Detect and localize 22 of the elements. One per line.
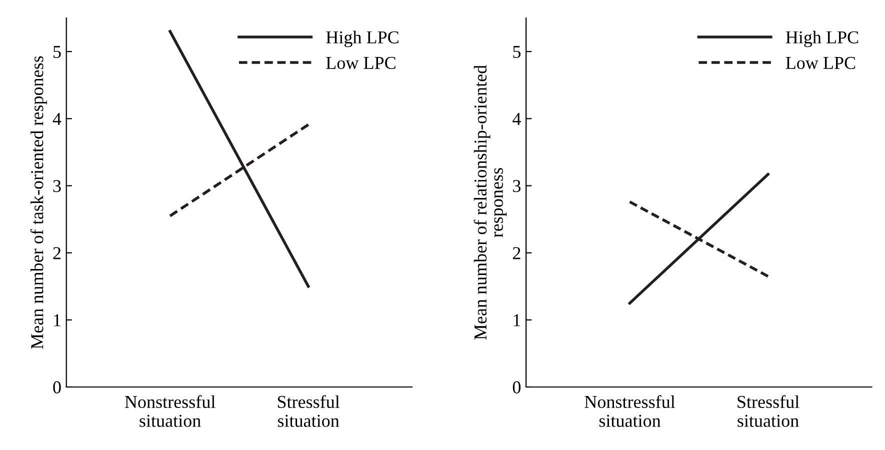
legend-label: High LPC [326, 30, 398, 48]
x-tick-label: Stressful situation [738, 395, 800, 427]
y-tick-label: 5 [54, 46, 61, 58]
y-tick-label: 3 [513, 180, 521, 192]
y-tick-label: 4 [52, 113, 62, 125]
y-tick-label: 0 [512, 381, 521, 394]
y-tick-label: 4 [512, 113, 521, 125]
y-tick-label: 2 [512, 247, 520, 260]
x-tick-label: Nonstressful situation [124, 395, 216, 427]
y-tick-label: 1 [514, 314, 520, 326]
x-tick-label: Nonstressful situation [584, 395, 676, 427]
y-tick-label: 5 [513, 46, 521, 58]
y-tick-label: 3 [53, 180, 61, 192]
y-axis-title: Mean number of relationship-oriented responess [474, 65, 507, 340]
y-axis-title: Mean number of task-oriented responess [30, 56, 47, 349]
legend-label: Low LPC [326, 56, 396, 70]
x-tick-label: Stressful situation [278, 395, 340, 427]
y-tick-label: 2 [53, 247, 61, 260]
y-tick-label: 1 [54, 314, 60, 326]
legend-label: Low LPC [786, 56, 856, 70]
legend-label: High LPC [786, 30, 858, 48]
y-tick-label: 0 [53, 381, 61, 394]
